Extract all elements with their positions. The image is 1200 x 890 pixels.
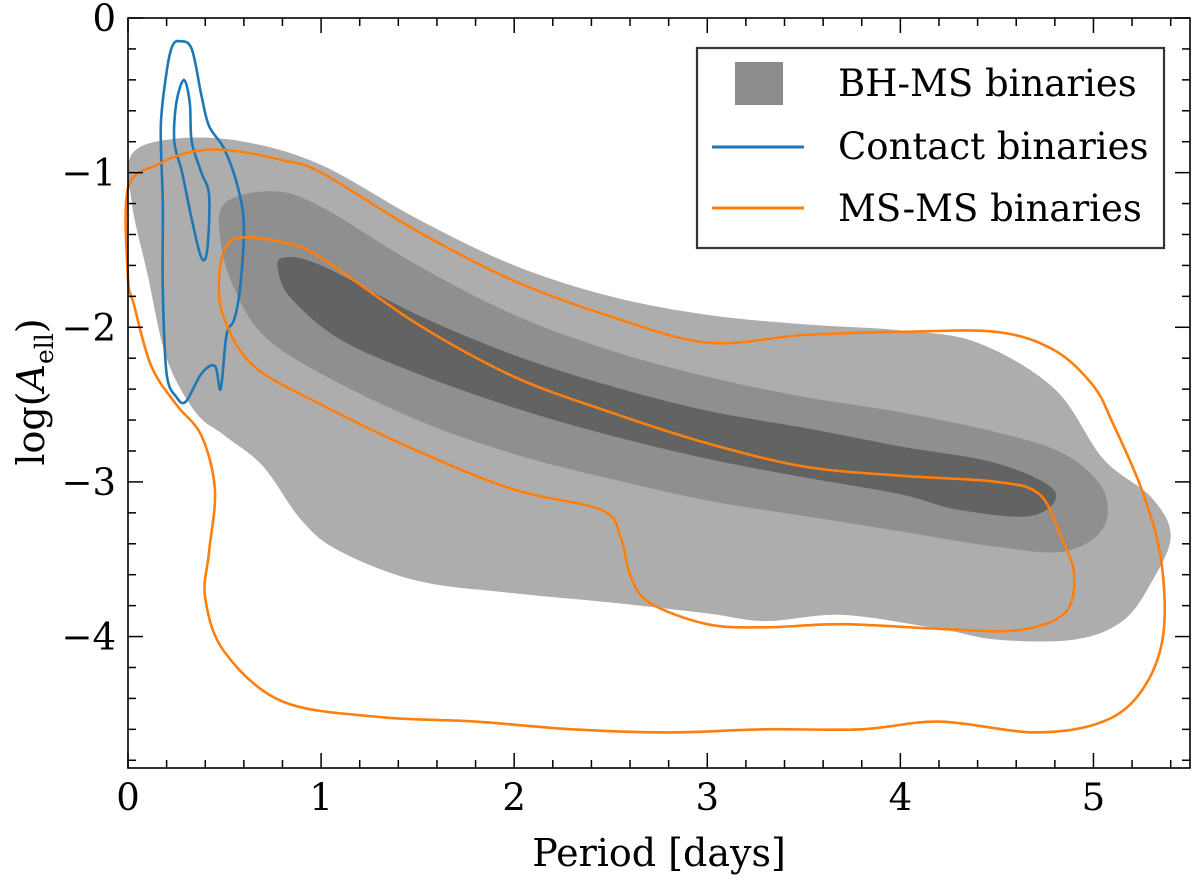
y-tick-label: 0 — [92, 0, 116, 40]
x-tick-label: 3 — [695, 776, 719, 819]
y-tick-label: −1 — [61, 152, 116, 195]
x-tick-label: 1 — [309, 776, 333, 819]
legend: BH-MS binaries Contact binaries MS-MS bi… — [695, 46, 1166, 250]
contact-binaries-contour-1 — [159, 39, 246, 405]
y-tick-label: −3 — [61, 461, 116, 504]
contour-lines — [124, 39, 1167, 734]
x-tick-label: 5 — [1082, 776, 1106, 819]
x-tick-label: 0 — [116, 776, 140, 819]
plot-frame — [127, 17, 1191, 769]
x-tick-label: 2 — [502, 776, 526, 819]
legend-swatch-bh-ms — [735, 62, 783, 105]
y-tick-label: −4 — [61, 616, 116, 659]
bh-ms-contour-level-3 — [277, 256, 1057, 517]
y-tick-label: −2 — [61, 306, 116, 349]
x-tick-label: 4 — [889, 776, 913, 819]
bh-ms-density-fills — [127, 137, 1171, 642]
contact-binaries-contour-2 — [172, 78, 211, 262]
y-axis-label: log(Aell) — [9, 318, 59, 465]
x-axis-label: Period [days] — [532, 831, 786, 875]
legend-label-ms-ms: MS-MS binaries — [838, 187, 1142, 230]
legend-label-contact: Contact binaries — [838, 125, 1149, 168]
ms-ms-binaries-contour-1 — [124, 148, 1167, 734]
legend-label-bh-ms: BH-MS binaries — [838, 62, 1137, 105]
tick-labels: 0 1 2 3 4 5 0 −1 −2 −3 −4 — [61, 0, 1105, 819]
ms-ms-binaries-contour-2 — [217, 235, 1076, 633]
axis-ticks — [127, 17, 1190, 768]
axes-frame — [127, 17, 1191, 769]
